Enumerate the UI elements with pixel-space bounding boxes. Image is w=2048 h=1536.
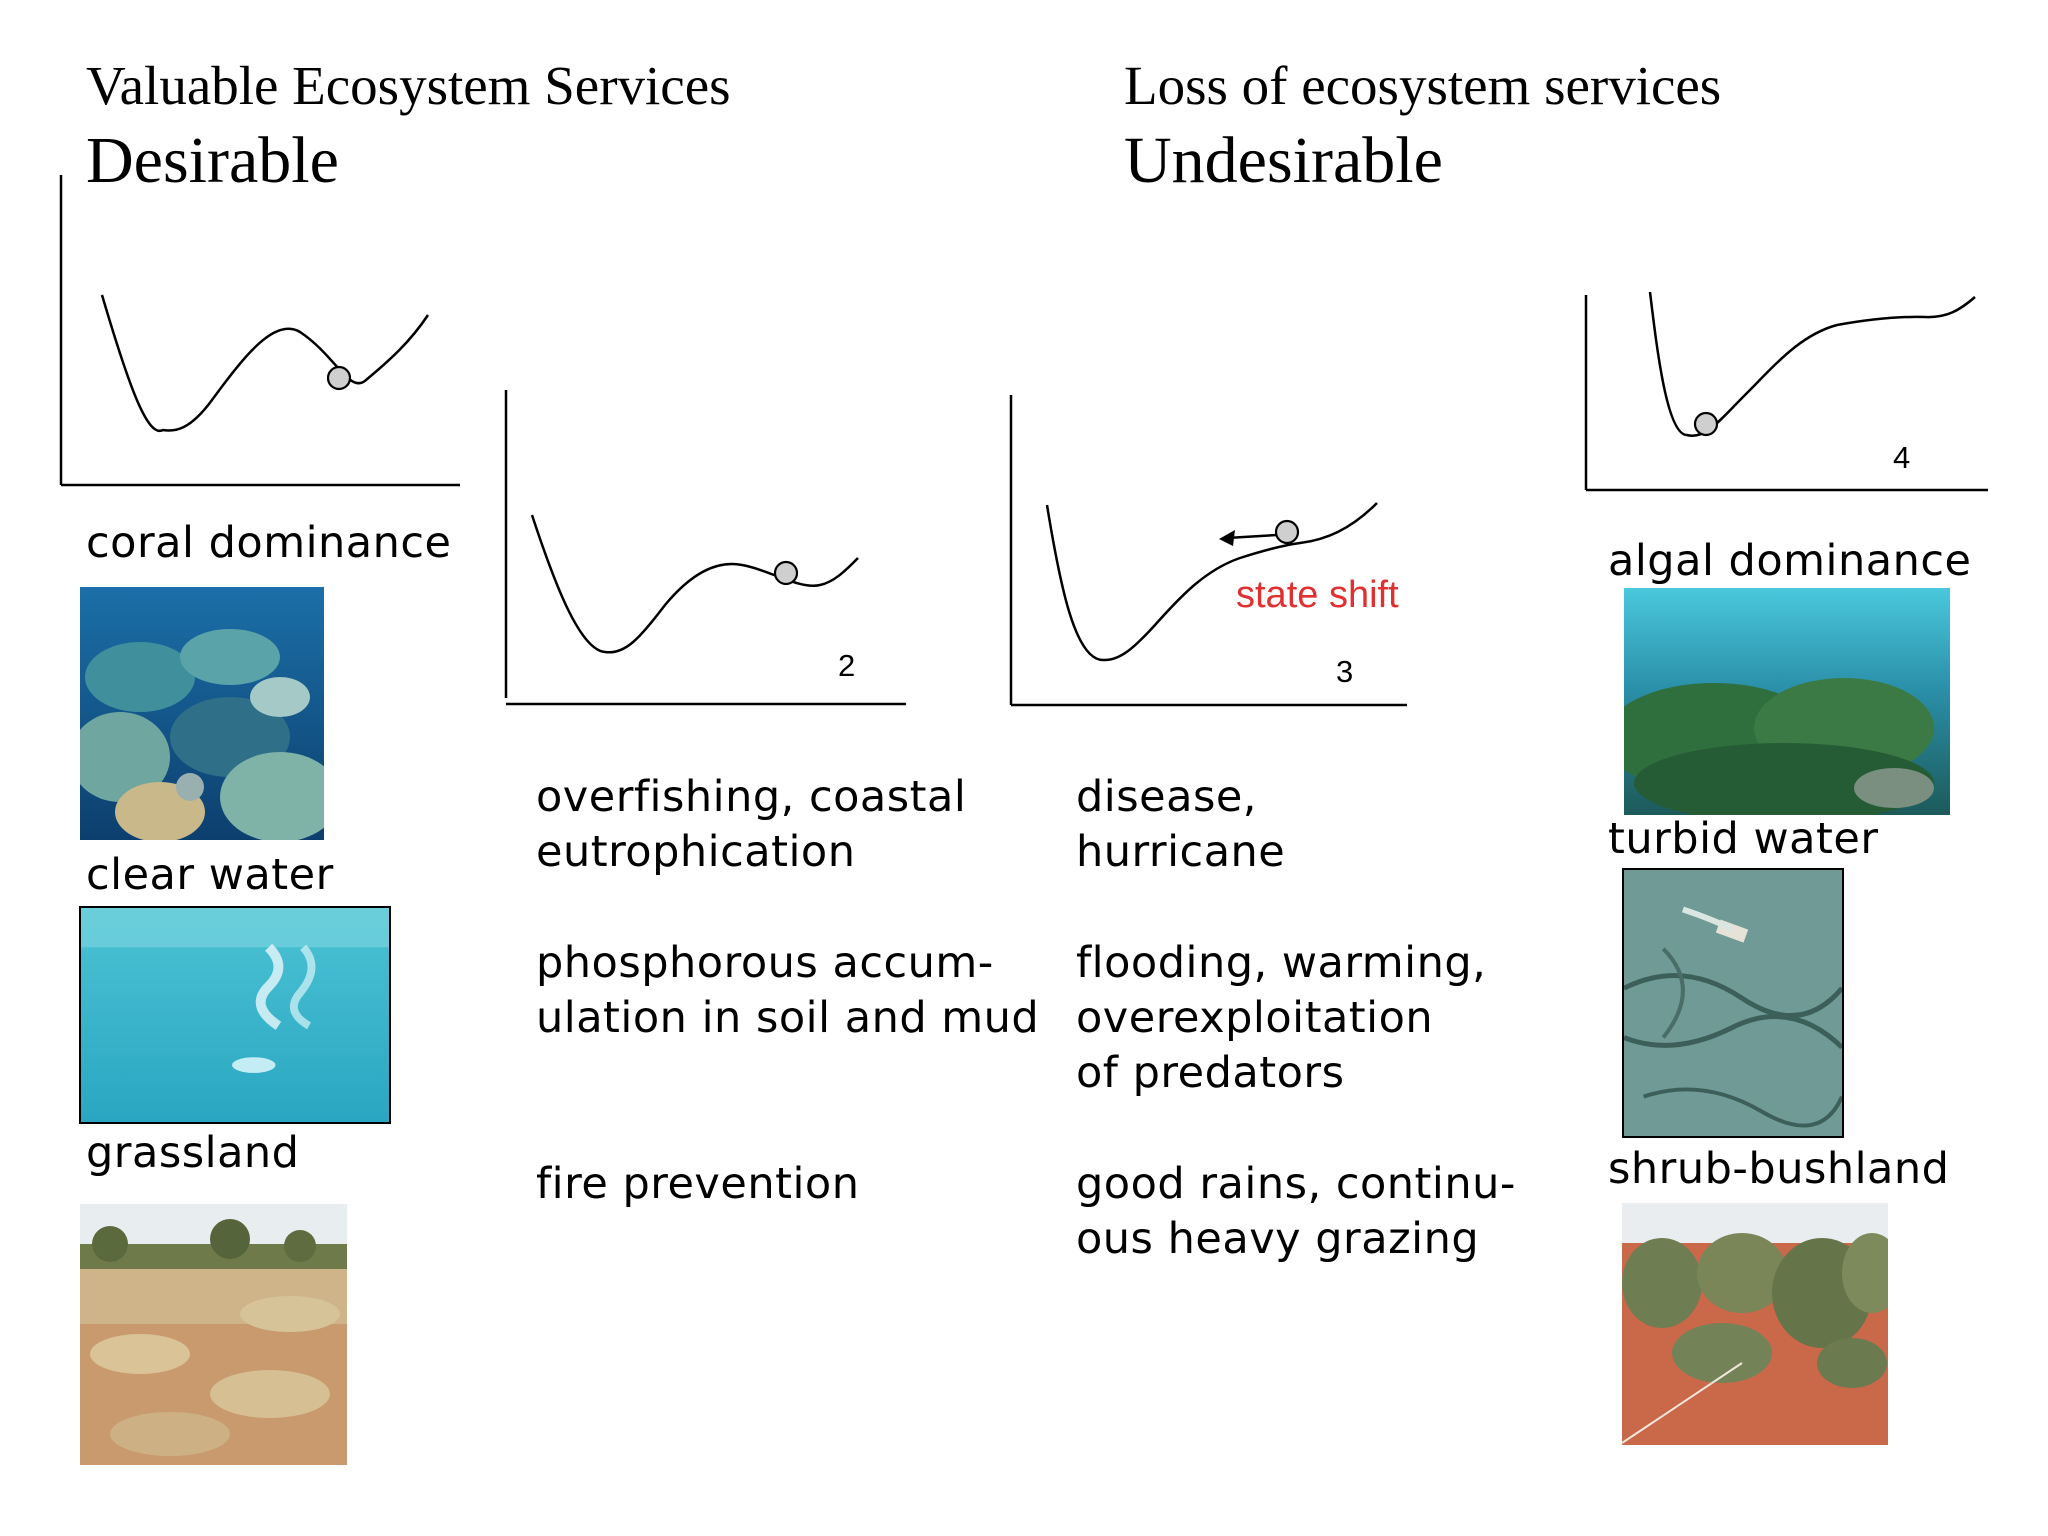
panel-number-4: 4 — [1893, 440, 1911, 475]
algae-reef-photo — [1624, 588, 1950, 815]
driver-line: flooding, warming, — [1076, 938, 1487, 988]
driver-coral-col1: overfishing, coastal eutrophication — [536, 770, 966, 880]
landscape-curve-3 — [1045, 502, 1378, 662]
right-title: Undesirable — [1124, 124, 1443, 197]
driver-line: hurricane — [1076, 827, 1286, 877]
stability-landscape-2 — [504, 390, 906, 706]
shrubland-photo — [1622, 1203, 1888, 1445]
driver-line: phosphorous accum- — [536, 938, 994, 988]
state-label-shrub-bushland: shrub-bushland — [1608, 1144, 1950, 1194]
grassland-photo — [80, 1204, 347, 1465]
shift-arrow-line — [1226, 533, 1278, 540]
turbid-water-photo — [1622, 868, 1844, 1138]
right-subtitle: Loss of ecosystem services — [1124, 55, 1722, 116]
ball-2 — [773, 560, 799, 586]
driver-water-col2: flooding, warming, overexploitation of p… — [1076, 936, 1486, 1101]
landscape-curve-2 — [530, 514, 859, 654]
ball-1 — [326, 365, 352, 391]
driver-line: eutrophication — [536, 827, 856, 877]
state-shift-label: state shift — [1236, 574, 1399, 616]
ball-4 — [1693, 411, 1719, 437]
stability-landscape-1 — [59, 175, 460, 487]
ball-3 — [1274, 519, 1300, 545]
driver-line: ous heavy grazing — [1076, 1214, 1480, 1264]
coral-reef-photo — [80, 587, 324, 840]
landscape-curve-1 — [100, 294, 430, 433]
driver-line: disease, — [1076, 772, 1257, 822]
landscape-curve-4 — [1648, 291, 1976, 438]
shift-arrow-head — [1219, 530, 1235, 546]
clear-water-photo — [79, 906, 391, 1124]
state-label-coral-dominance: coral dominance — [86, 518, 452, 568]
panel-number-3: 3 — [1336, 654, 1354, 689]
driver-grass-col1: fire prevention — [536, 1157, 859, 1212]
driver-water-col1: phosphorous accum- ulation in soil and m… — [536, 936, 1039, 1046]
driver-line: ulation in soil and mud — [536, 993, 1040, 1043]
driver-line: overexploitation — [1076, 993, 1434, 1043]
driver-line: fire prevention — [536, 1159, 860, 1209]
driver-line: of predators — [1076, 1048, 1345, 1098]
stability-landscape-4 — [1584, 291, 1988, 492]
left-title: Desirable — [86, 124, 339, 197]
driver-line: overfishing, coastal — [536, 772, 967, 822]
driver-grass-col2: good rains, continu- ous heavy grazing — [1076, 1157, 1516, 1267]
state-label-clear-water: clear water — [86, 850, 334, 900]
state-label-algal-dominance: algal dominance — [1608, 536, 1972, 586]
driver-coral-col2: disease, hurricane — [1076, 770, 1285, 880]
state-label-turbid-water: turbid water — [1608, 814, 1879, 864]
left-subtitle: Valuable Ecosystem Services — [86, 55, 731, 116]
driver-line: good rains, continu- — [1076, 1159, 1516, 1209]
stability-landscape-3 — [1009, 395, 1407, 707]
panel-number-2: 2 — [838, 648, 856, 683]
state-label-grassland: grassland — [86, 1128, 300, 1178]
